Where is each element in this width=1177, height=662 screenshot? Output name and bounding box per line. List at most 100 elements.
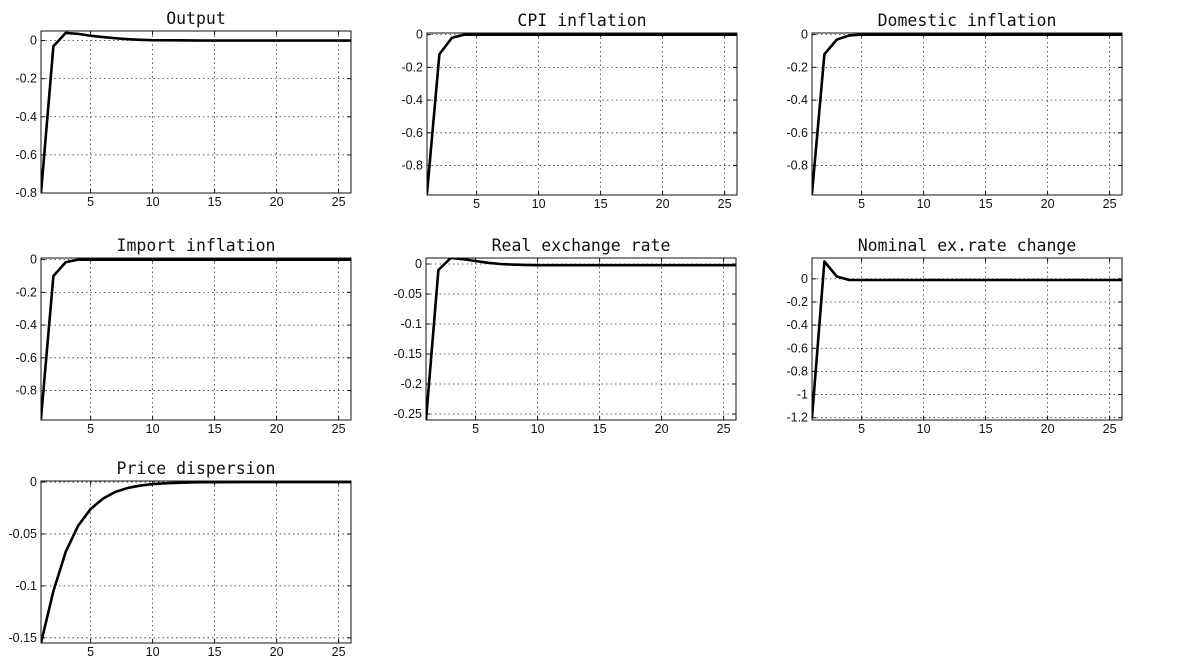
- output-y-tick-label: -0.4: [15, 110, 37, 124]
- output-y-tick-label: 0: [30, 34, 37, 48]
- import-inflation-y-tick-label: 0: [30, 253, 37, 267]
- output-series-line: [41, 31, 351, 193]
- cpi-inflation-x-tick-label: 20: [656, 197, 670, 211]
- domestic-inflation-x-tick-label: 10: [917, 197, 931, 211]
- nominal-ex-rate-change-y-tick-label: 0: [801, 272, 808, 286]
- nominal-ex-rate-change-y-tick-label: -0.4: [786, 318, 808, 332]
- real-exchange-rate-x-tick-label: 15: [593, 422, 607, 436]
- nominal-ex-rate-change-x-tick-label: 25: [1103, 422, 1117, 436]
- cpi-inflation-y-tick-label: 0: [416, 28, 423, 42]
- price-dispersion-y-tick-label: -0.15: [9, 631, 38, 645]
- real-exchange-rate-frame: [425, 257, 737, 421]
- price-dispersion-y-tick-label: -0.05: [9, 527, 38, 541]
- nominal-ex-rate-change-x-tick-label: 15: [979, 422, 993, 436]
- nominal-ex-rate-change-y-tick-label: -0.2: [786, 295, 808, 309]
- nominal-ex-rate-change-y-tick-label: -0.6: [786, 341, 808, 355]
- domestic-inflation-frame: [811, 32, 1123, 196]
- domestic-inflation-y-tick-label: -0.2: [786, 60, 808, 74]
- cpi-inflation-y-tick-label: -0.6: [401, 126, 423, 140]
- import-inflation-y-tick-label: -0.6: [15, 351, 37, 365]
- cpi-inflation-series-line: [427, 33, 737, 195]
- price-dispersion-frame: [40, 480, 352, 644]
- real-exchange-rate-title: Real exchange rate: [492, 236, 671, 255]
- import-inflation-x-tick-label: 5: [87, 422, 94, 436]
- nominal-ex-rate-change-x-tick-label: 10: [917, 422, 931, 436]
- price-dispersion-plot-area: [40, 480, 352, 644]
- domestic-inflation-y-tick-label: 0: [801, 28, 808, 42]
- domestic-inflation-panel: 5 10 15 20 25 0 -0.2 -0.4 -0.6 -0.8 Domestic infla…: [786, 11, 1123, 211]
- real-exchange-rate-y-tick-label: -0.1: [400, 317, 422, 331]
- cpi-inflation-x-tick-label: 10: [532, 197, 546, 211]
- real-exchange-rate-y-tick-label: -0.05: [394, 287, 423, 301]
- cpi-inflation-frame: [426, 32, 738, 196]
- output-x-tick-label: 25: [332, 195, 346, 209]
- output-x-tick-label: 10: [146, 195, 160, 209]
- nominal-ex-rate-change-y-tick-label: -1.2: [786, 411, 808, 425]
- price-dispersion-x-tick-label: 20: [270, 645, 284, 659]
- output-y-tick-label: -0.8: [15, 186, 37, 200]
- domestic-inflation-x-tick-label: 15: [979, 197, 993, 211]
- output-x-tick-label: 5: [87, 195, 94, 209]
- cpi-inflation-x-tick-label: 25: [718, 197, 732, 211]
- cpi-inflation-title: CPI inflation: [517, 11, 646, 30]
- domestic-inflation-y-tick-label: -0.6: [786, 126, 808, 140]
- import-inflation-x-tick-label: 10: [146, 422, 160, 436]
- domestic-inflation-title: Domestic inflation: [878, 11, 1057, 30]
- import-inflation-x-tick-label: 15: [208, 422, 222, 436]
- price-dispersion-x-tick-label: 15: [208, 645, 222, 659]
- real-exchange-rate-x-tick-label: 20: [655, 422, 669, 436]
- cpi-inflation-y-tick-label: -0.2: [401, 60, 423, 74]
- nominal-ex-rate-change-y-tick-label: -1: [797, 388, 808, 402]
- domestic-inflation-y-tick-label: -0.8: [786, 159, 808, 173]
- real-exchange-rate-series-line: [426, 258, 736, 420]
- import-inflation-frame: [40, 257, 352, 421]
- nominal-ex-rate-change-title: Nominal ex.rate change: [858, 236, 1077, 255]
- domestic-inflation-x-tick-label: 5: [858, 197, 865, 211]
- domestic-inflation-y-tick-label: -0.4: [786, 93, 808, 107]
- price-dispersion-y-tick-label: 0: [30, 475, 37, 489]
- import-inflation-x-tick-label: 25: [332, 422, 346, 436]
- import-inflation-y-tick-label: -0.2: [15, 285, 37, 299]
- output-plot-area: [40, 30, 352, 194]
- real-exchange-rate-panel: 5 10 15 20 25 0 -0.05 -0.1 -0.15 -0.2 -0.25 Real ex…: [394, 236, 737, 436]
- domestic-inflation-plot-area: [811, 32, 1123, 196]
- domestic-inflation-series-line: [812, 33, 1122, 195]
- real-exchange-rate-x-tick-label: 5: [472, 422, 479, 436]
- price-dispersion-title: Price dispersion: [117, 459, 276, 478]
- nominal-ex-rate-change-x-tick-label: 5: [858, 422, 865, 436]
- real-exchange-rate-plot-area: [425, 257, 737, 421]
- price-dispersion-series-line: [41, 481, 351, 643]
- real-exchange-rate-y-tick-label: 0: [415, 257, 422, 271]
- real-exchange-rate-x-tick-label: 10: [531, 422, 545, 436]
- output-title: Output: [166, 9, 226, 28]
- import-inflation-title: Import inflation: [117, 236, 276, 255]
- real-exchange-rate-y-tick-label: -0.2: [400, 377, 422, 391]
- cpi-inflation-y-tick-label: -0.8: [401, 159, 423, 173]
- import-inflation-x-tick-label: 20: [270, 422, 284, 436]
- import-inflation-plot-area: [40, 257, 352, 421]
- output-x-tick-label: 15: [208, 195, 222, 209]
- nominal-ex-rate-change-x-tick-label: 20: [1041, 422, 1055, 436]
- output-x-tick-label: 20: [270, 195, 284, 209]
- real-exchange-rate-y-tick-label: -0.25: [394, 407, 423, 421]
- domestic-inflation-x-tick-label: 25: [1103, 197, 1117, 211]
- output-panel: 5 10 15 20 25 0 -0.2 -0.4 -0.6 -0.8 Output: [15, 9, 352, 209]
- price-dispersion-y-tick-label: -0.1: [15, 579, 37, 593]
- import-inflation-panel: 5 10 15 20 25 0 -0.2 -0.4 -0.6 -0.8 Import inflati…: [15, 236, 352, 436]
- nominal-ex-rate-change-panel: 5 10 15 20 25 0 -0.2 -0.4 -0.6 -0.8 -1 -1.2 Nominal …: [786, 236, 1123, 436]
- domestic-inflation-x-tick-label: 20: [1041, 197, 1055, 211]
- nominal-ex-rate-change-y-tick-label: -0.8: [786, 364, 808, 378]
- output-y-tick-label: -0.2: [15, 72, 37, 86]
- output-frame: [40, 30, 352, 194]
- output-y-tick-label: -0.6: [15, 148, 37, 162]
- real-exchange-rate-x-tick-label: 25: [717, 422, 731, 436]
- import-inflation-y-tick-label: -0.4: [15, 318, 37, 332]
- import-inflation-y-tick-label: -0.8: [15, 384, 37, 398]
- import-inflation-series-line: [41, 258, 351, 420]
- cpi-inflation-y-tick-label: -0.4: [401, 93, 423, 107]
- cpi-inflation-plot-area: [426, 32, 738, 196]
- nominal-ex-rate-change-frame: [811, 257, 1123, 421]
- cpi-inflation-x-tick-label: 15: [594, 197, 608, 211]
- price-dispersion-x-tick-label: 5: [87, 645, 94, 659]
